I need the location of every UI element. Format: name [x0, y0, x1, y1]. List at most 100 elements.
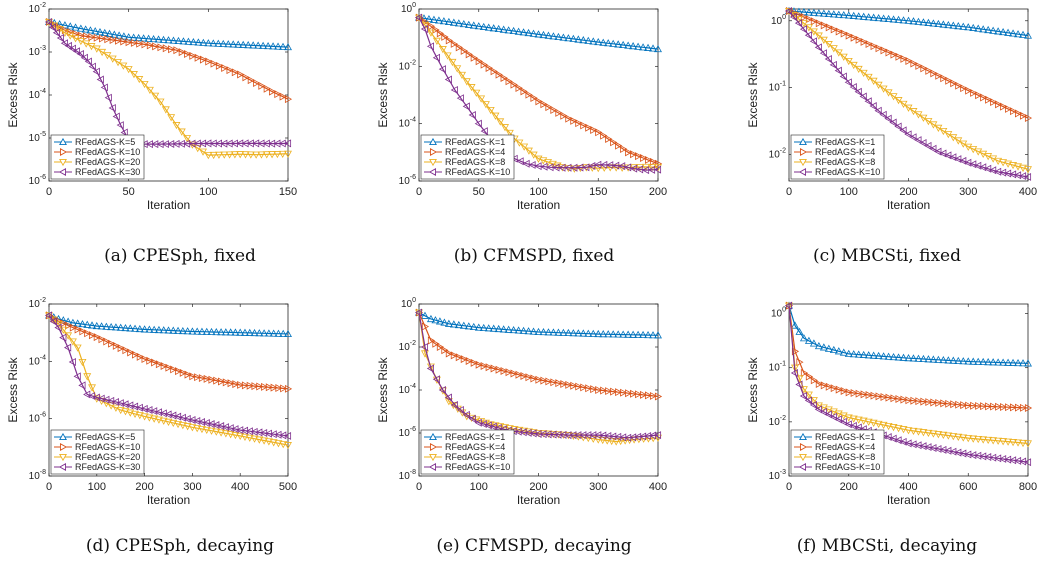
data-point — [256, 382, 264, 391]
data-point — [114, 59, 123, 67]
data-point — [462, 78, 471, 86]
data-point — [539, 328, 548, 336]
data-point — [935, 398, 943, 407]
data-point — [470, 358, 478, 367]
x-axis-label: Iteration — [147, 493, 190, 507]
data-point — [920, 397, 928, 406]
data-point — [221, 430, 230, 438]
data-point — [239, 40, 248, 48]
data-point — [129, 71, 138, 79]
data-point — [81, 25, 90, 33]
data-point — [1005, 403, 1013, 412]
data-point — [1000, 403, 1008, 411]
legend-marker — [799, 453, 807, 462]
data-point — [839, 53, 848, 61]
data-point — [640, 154, 648, 163]
data-point — [144, 34, 153, 42]
data-point — [525, 373, 533, 382]
legend-entry: RFedAGS-K=10 — [424, 167, 510, 177]
data-point — [520, 87, 528, 96]
data-point — [131, 410, 140, 418]
data-point — [474, 323, 483, 331]
data-point — [444, 319, 453, 327]
legend-marker — [58, 168, 67, 176]
data-point — [549, 32, 558, 40]
data-point — [263, 84, 271, 93]
data-point — [645, 155, 653, 164]
data-point — [73, 344, 82, 352]
data-point — [905, 396, 913, 405]
series-line — [418, 312, 659, 398]
data-point — [426, 314, 435, 323]
data-point — [91, 27, 100, 35]
data-point — [100, 83, 108, 92]
data-point — [165, 363, 173, 372]
legend-label: RFedAGS-K=30 — [75, 462, 140, 472]
data-point — [999, 358, 1008, 366]
data-point — [227, 379, 235, 388]
data-point — [570, 116, 578, 125]
data-point — [959, 22, 968, 30]
legend-entry: RFedAGS-K=8 — [794, 452, 875, 462]
data-point — [1014, 30, 1023, 38]
data-point — [178, 48, 186, 57]
data-point — [824, 410, 832, 419]
data-point — [975, 401, 983, 410]
data-point — [110, 30, 119, 38]
data-point — [654, 164, 662, 172]
data-point — [940, 399, 948, 408]
data-point — [253, 79, 261, 88]
data-point — [500, 366, 508, 375]
data-point — [934, 147, 942, 156]
data-point — [535, 97, 543, 106]
data-point — [605, 134, 613, 143]
data-point — [1015, 403, 1023, 412]
data-point — [819, 9, 828, 17]
data-point — [929, 19, 938, 27]
data-point — [135, 412, 144, 420]
data-point — [504, 325, 513, 333]
caption-a: (a) CPESph, fixed — [104, 246, 256, 266]
data-point — [1010, 403, 1018, 412]
data-point — [969, 435, 978, 443]
data-point — [854, 350, 863, 358]
data-point — [439, 17, 448, 25]
data-point — [869, 77, 878, 85]
legend-label: RFedAGS-K=10 — [815, 462, 880, 472]
data-point — [844, 414, 853, 422]
legend-label: RFedAGS-K=10 — [445, 167, 510, 177]
data-point — [489, 24, 498, 32]
data-point — [814, 32, 823, 40]
data-point — [111, 323, 120, 331]
data-point — [955, 400, 963, 409]
data-point — [178, 413, 186, 422]
data-point — [284, 329, 292, 338]
data-point — [644, 330, 653, 339]
data-point — [644, 43, 653, 51]
data-point — [585, 384, 593, 393]
data-point — [999, 27, 1008, 36]
data-point — [554, 32, 563, 41]
data-point — [275, 384, 283, 393]
data-point — [795, 380, 803, 389]
data-point — [424, 14, 433, 23]
data-point — [427, 336, 436, 345]
data-point — [119, 62, 128, 70]
data-point — [599, 38, 608, 46]
data-point — [432, 37, 441, 45]
data-point — [443, 52, 452, 60]
data-point — [465, 50, 473, 59]
data-point — [141, 355, 149, 364]
data-point — [157, 43, 165, 52]
data-point — [213, 376, 221, 385]
data-point — [284, 442, 292, 450]
data-point — [595, 386, 603, 394]
legend-label: RFedAGS-K=8 — [815, 452, 875, 462]
data-point — [509, 26, 518, 35]
data-point — [139, 34, 148, 42]
data-point — [69, 323, 78, 332]
data-point — [559, 328, 568, 336]
data-point — [178, 326, 187, 335]
data-point — [74, 325, 82, 334]
data-point — [234, 40, 243, 48]
